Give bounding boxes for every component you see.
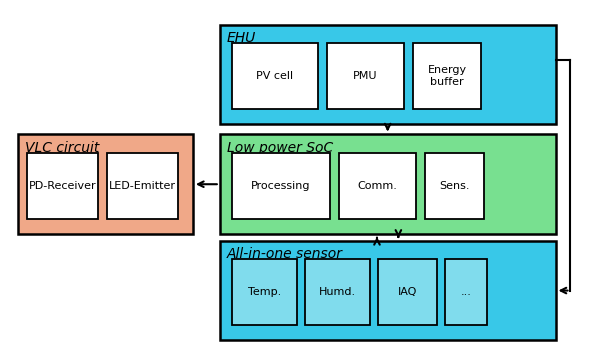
Text: ...: ...	[460, 287, 471, 297]
Text: All-in-one sensor: All-in-one sensor	[227, 247, 343, 261]
FancyBboxPatch shape	[107, 153, 178, 219]
Text: Sens.: Sens.	[439, 181, 470, 191]
FancyBboxPatch shape	[445, 259, 487, 325]
Text: Processing: Processing	[251, 181, 310, 191]
FancyBboxPatch shape	[220, 25, 556, 124]
FancyBboxPatch shape	[232, 153, 330, 219]
FancyBboxPatch shape	[413, 43, 481, 109]
Text: PMU: PMU	[353, 71, 377, 81]
FancyBboxPatch shape	[220, 134, 556, 234]
Text: Energy
buffer: Energy buffer	[428, 66, 467, 87]
FancyBboxPatch shape	[305, 259, 370, 325]
Text: LED-Emitter: LED-Emitter	[109, 181, 176, 191]
Text: Low power SoC: Low power SoC	[227, 140, 333, 154]
Text: IAQ: IAQ	[398, 287, 417, 297]
Text: Comm.: Comm.	[358, 181, 397, 191]
FancyBboxPatch shape	[378, 259, 437, 325]
FancyBboxPatch shape	[327, 43, 404, 109]
FancyBboxPatch shape	[232, 43, 318, 109]
FancyBboxPatch shape	[17, 134, 193, 234]
Text: PD-Receiver: PD-Receiver	[28, 181, 96, 191]
FancyBboxPatch shape	[232, 259, 297, 325]
Text: Temp.: Temp.	[248, 287, 281, 297]
FancyBboxPatch shape	[425, 153, 484, 219]
Text: Humd.: Humd.	[319, 287, 356, 297]
FancyBboxPatch shape	[220, 241, 556, 340]
FancyBboxPatch shape	[26, 153, 98, 219]
Text: VLC circuit: VLC circuit	[25, 140, 99, 154]
Text: PV cell: PV cell	[256, 71, 293, 81]
Text: EHU: EHU	[227, 31, 256, 45]
FancyBboxPatch shape	[338, 153, 416, 219]
